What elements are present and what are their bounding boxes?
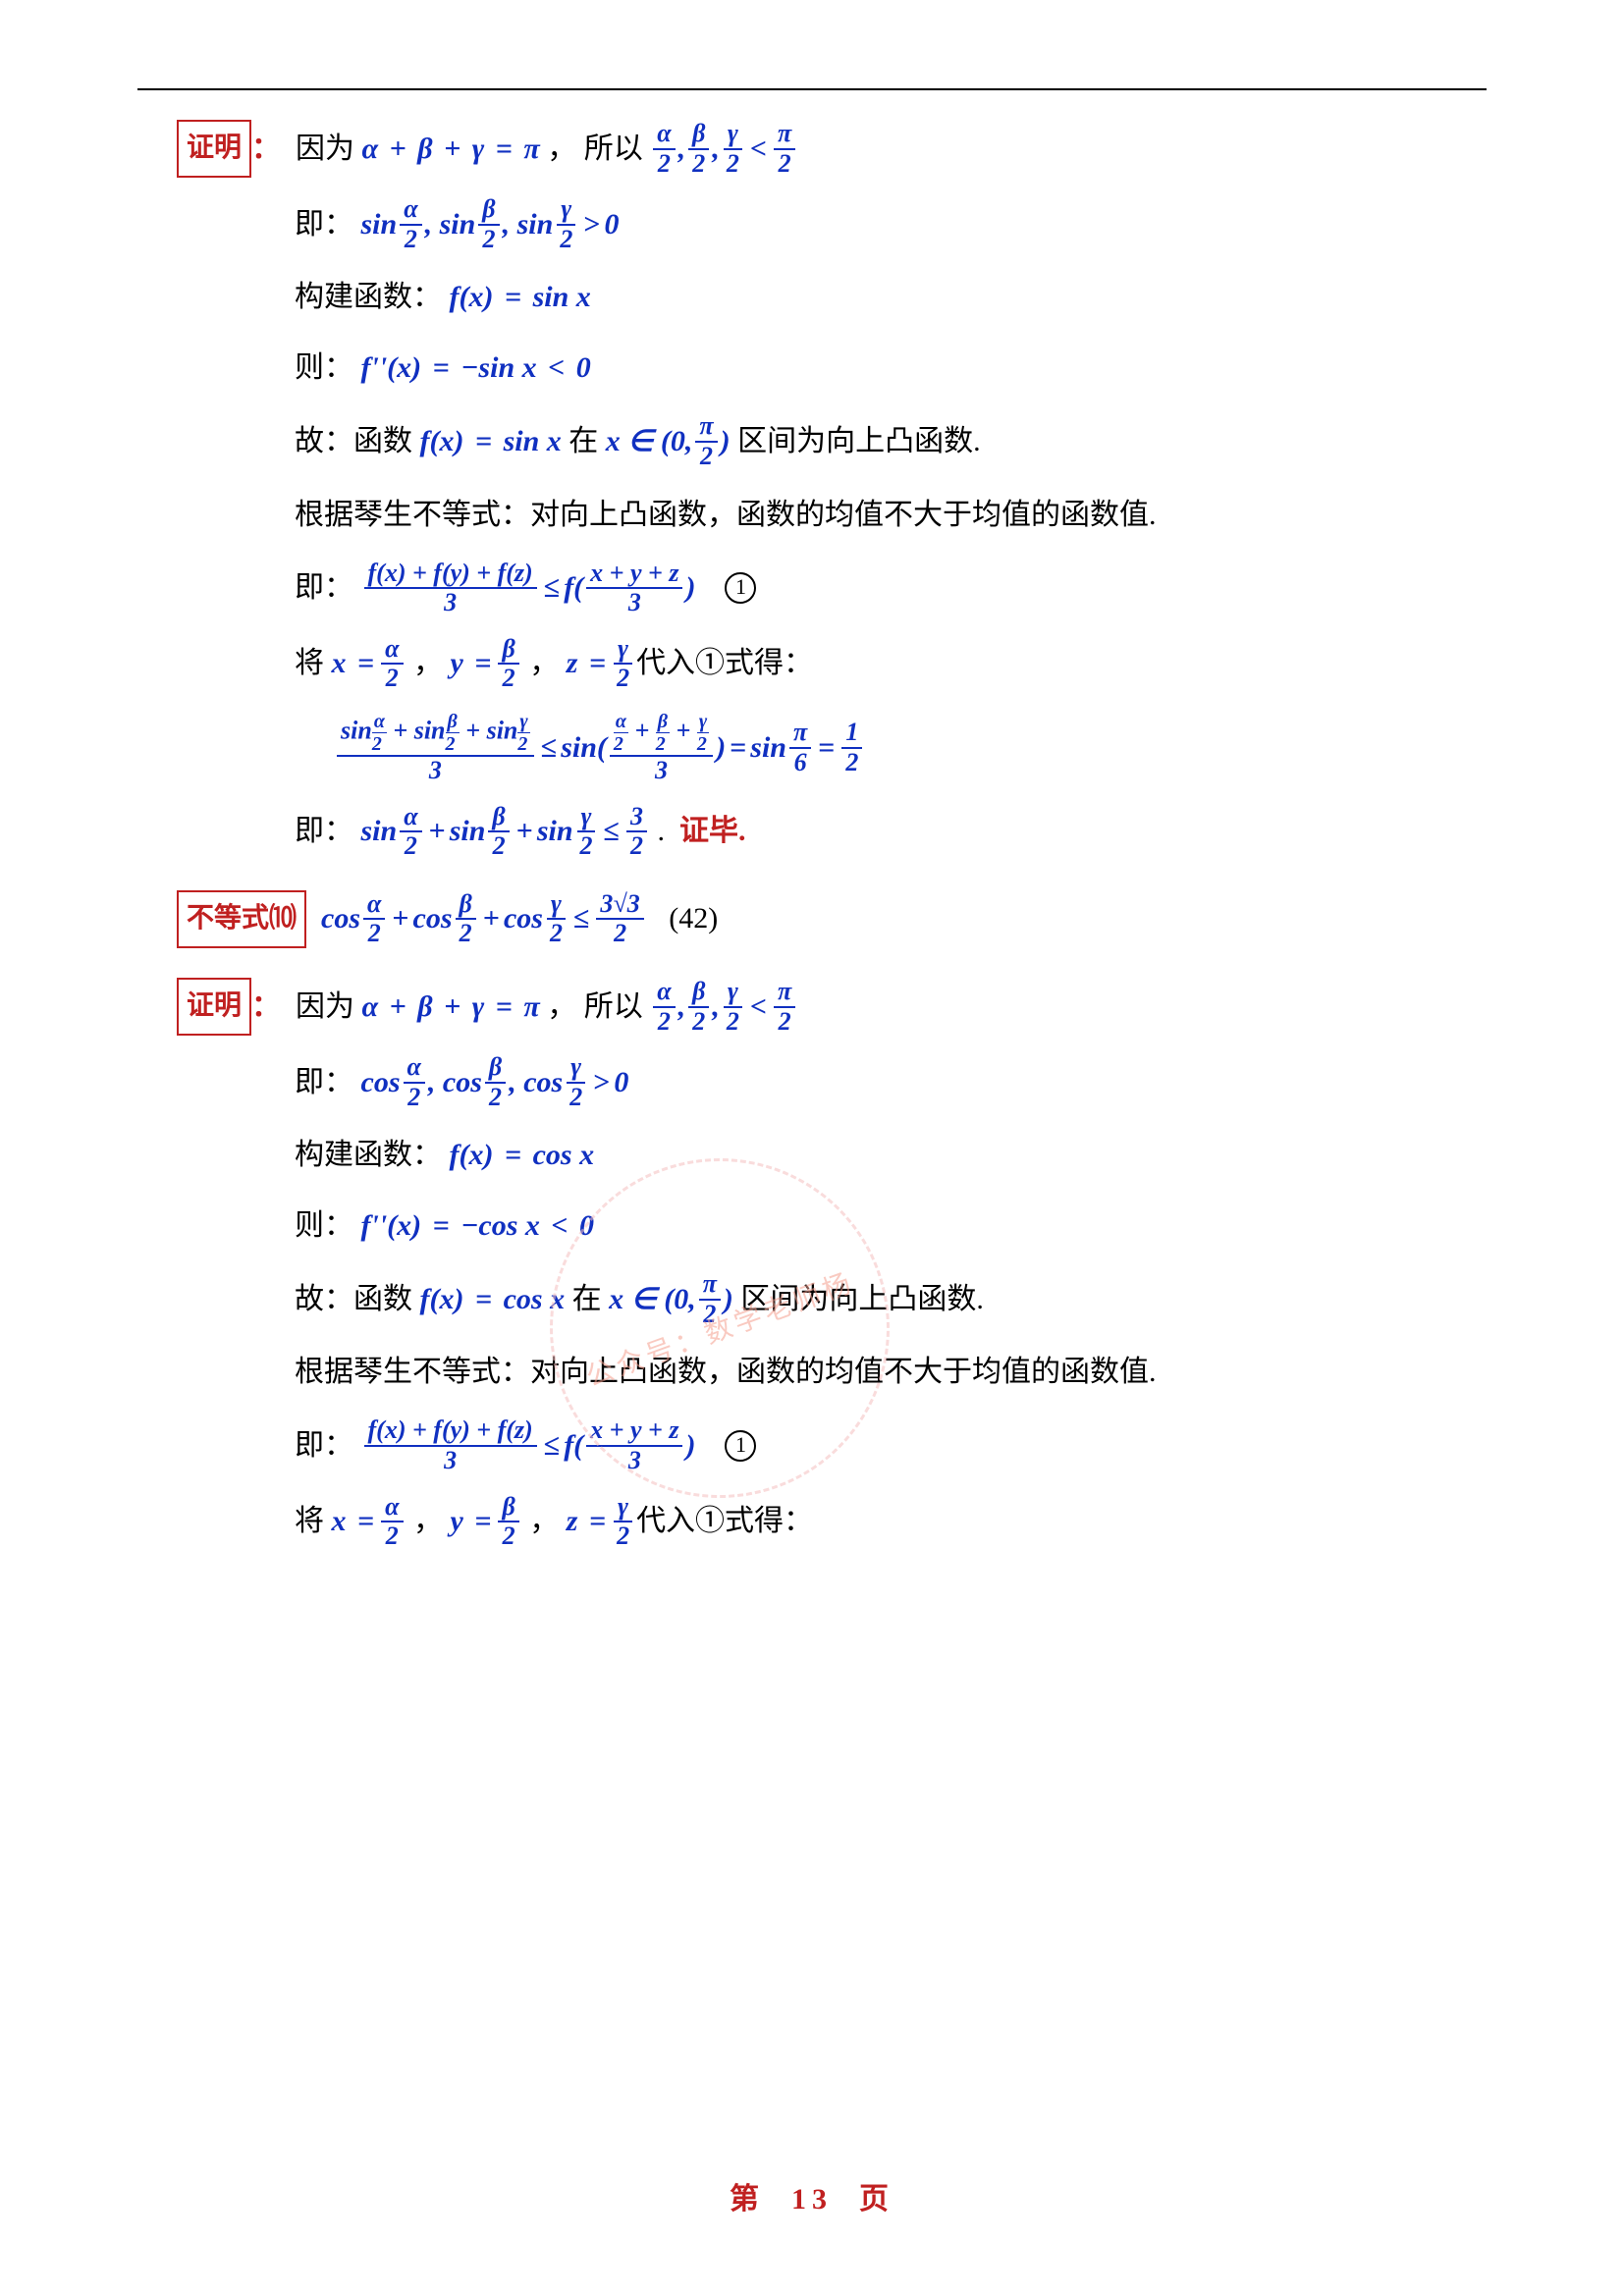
proof2-line-1: 证明 ： 因为 α + β + γ = π ， 所以 α2, β2, γ2 < …: [177, 978, 1487, 1036]
frac-pi2: π2: [774, 120, 795, 178]
lt-op: <: [750, 123, 767, 176]
proof2-line-3: 构建函数： f(x) = cos x: [295, 1129, 1487, 1182]
text-let-2: 将: [295, 1495, 324, 1548]
proof-line-5: 故：函数 f(x) = sin x 在 x ∈ (0, π2) 区间为向上凸函数…: [295, 412, 1487, 470]
math-fx-sin-2: f(x) = sin x: [412, 415, 568, 468]
proof-label: 证明: [177, 120, 251, 177]
comma: ，: [540, 123, 584, 176]
text-because-2: 因为: [296, 981, 354, 1034]
proof2-line-6: 根据琴生不等式：对向上凸函数，函数的均值不大于均值的函数值.: [295, 1346, 1487, 1399]
proof-line-3: 构建函数： f(x) = sin x: [295, 271, 1487, 324]
proof-line-9: sinα2 + sinβ2 + sinγ2 3 ≤ sin( α2 + β2 +…: [334, 711, 1487, 785]
ineq10-line: 不等式⑽ cosα2 +cosβ2 +cosγ2 ≤3√32 (42): [177, 890, 1487, 948]
text-therefore-2: 故：函数: [295, 1273, 412, 1326]
proof-line-6: 根据琴生不等式：对向上凸函数，函数的均值不大于均值的函数值.: [295, 489, 1487, 542]
page-footer: 第 13 页: [0, 2174, 1624, 2217]
text-jensen: 根据琴生不等式：对向上凸函数，函数的均值不大于均值的函数值.: [295, 489, 1157, 542]
frac-gamma2: γ2: [723, 120, 743, 178]
text-ie-2: 即：: [295, 561, 353, 614]
footer-suffix: 页: [859, 2183, 894, 2216]
text-concave-2: 区间为向上凸函数.: [740, 1273, 984, 1326]
proof-line-7: 即： f(x) + f(y) + f(z)3 ≤ f(x + y + z3) 1: [295, 560, 1487, 617]
eq-ref-1-b: 1: [725, 1430, 756, 1462]
text-therefore: 故：函数: [295, 415, 412, 468]
proof-line-4: 则： f''(x) = −sin x < 0: [295, 342, 1487, 395]
text-let: 将: [295, 637, 324, 690]
text-then: 则：: [295, 342, 353, 395]
text-substitute-2: 代入①式得：: [636, 1495, 813, 1548]
text-substitute: 代入①式得：: [636, 637, 813, 690]
text-ie-4: 即：: [295, 1056, 353, 1109]
page: 公众号：数学老师杨 证明 ： 因为 α + β + γ = π ， 所以 α2,…: [0, 0, 1624, 2296]
footer-page-number: 13: [791, 2183, 833, 2216]
proof-line-10: 即： sinα2 +sinβ2 +sinγ2 ≤32 . 证毕.: [295, 803, 1487, 861]
math-sin-halves: sin: [361, 198, 398, 251]
footer-prefix: 第: [730, 2183, 765, 2216]
jensen-lhs: f(x) + f(y) + f(z)3: [364, 560, 537, 617]
proof2-line-5: 故：函数 f(x) = cos x 在 x ∈ (0, π2) 区间为向上凸函数…: [295, 1270, 1487, 1328]
frac-alpha2: α2: [653, 120, 675, 178]
proof2-line-7: 即： f(x) + f(y) + f(z)3 ≤ f(x + y + z3) 1: [295, 1416, 1487, 1474]
text-because: 因为: [296, 123, 354, 176]
text-then-2: 则：: [295, 1200, 353, 1253]
text-so: 所以: [584, 123, 643, 176]
text-jensen-2: 根据琴生不等式：对向上凸函数，函数的均值不大于均值的函数值.: [295, 1346, 1157, 1399]
proof2-line-4: 则： f''(x) = −cos x < 0: [295, 1200, 1487, 1253]
proof-line-2: 即： sinα2, sinβ2, sinγ2 >0: [295, 195, 1487, 253]
math-fx-sin: f(x) = sin x: [450, 271, 591, 324]
colon: ：: [251, 123, 281, 176]
text-construct: 构建函数：: [295, 271, 442, 324]
sin-sum-lhs: sinα2 + sinβ2 + sinγ2 3: [337, 711, 534, 785]
text-ie-3: 即：: [295, 805, 353, 858]
proof-label-2: 证明: [177, 978, 251, 1035]
math-sum-pi: α + β + γ = π: [362, 123, 540, 176]
text-ie: 即：: [295, 198, 353, 251]
text-construct-2: 构建函数：: [295, 1129, 442, 1182]
eq-ref-42: (42): [669, 892, 718, 945]
text-concave: 区间为向上凸函数.: [737, 415, 981, 468]
qed-label: 证毕: [679, 805, 738, 858]
text-at: 在: [568, 415, 598, 468]
math-fx-cos: f(x) = cos x: [450, 1129, 595, 1182]
frac-beta2: β2: [688, 120, 709, 178]
math-fpp-sin: f''(x) = −sin x < 0: [361, 342, 591, 395]
math-fpp-cos: f''(x) = −cos x < 0: [361, 1200, 595, 1253]
math-sum-pi-2: α + β + γ = π: [362, 981, 540, 1034]
jensen-rhs-f: f(: [564, 561, 583, 614]
text-ie-5: 即：: [295, 1419, 353, 1472]
eq-ref-1: 1: [725, 572, 756, 604]
proof2-line-8: 将 x = α2 ， y = β2 ， z = γ2 代入①式得：: [295, 1493, 1487, 1551]
proof-line-1: 证明 ： 因为 α + β + γ = π ， 所以 α2, β2, γ2 < …: [177, 120, 1487, 178]
text-so-2: 所以: [584, 981, 643, 1034]
text-at-2: 在: [572, 1273, 602, 1326]
colon-2: ：: [251, 981, 281, 1034]
proof2-line-2: 即： cosα2, cosβ2, cosγ2 >0: [295, 1053, 1487, 1111]
proof-line-8: 将 x = α2 ， y = β2 ， z = γ2 代入①式得：: [295, 635, 1487, 693]
math-interval: x ∈ (0,: [598, 415, 692, 468]
top-rule: [137, 88, 1487, 90]
ineq10-label: 不等式⑽: [177, 890, 306, 947]
